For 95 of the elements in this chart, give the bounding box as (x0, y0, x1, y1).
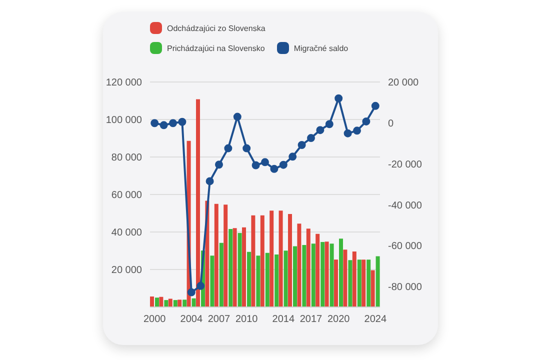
legend-label: Migračné saldo (294, 44, 348, 52)
point (307, 134, 315, 142)
bar (284, 250, 288, 307)
x-tick-label: 2024 (364, 314, 387, 326)
bar (232, 228, 237, 307)
point (252, 161, 260, 170)
bar (278, 210, 283, 307)
x-tick-label: 2014 (272, 314, 295, 326)
bar (352, 252, 356, 307)
point (316, 126, 324, 134)
bar (182, 300, 187, 307)
point (242, 144, 251, 152)
bar (320, 242, 325, 307)
bar (260, 215, 264, 307)
x-tick-label: 2017 (300, 314, 323, 326)
bar (297, 224, 302, 307)
bar (288, 214, 292, 307)
point (334, 94, 343, 102)
bar (324, 242, 329, 307)
bar (330, 244, 334, 307)
bar (270, 210, 274, 307)
bar (302, 244, 306, 307)
bar (219, 242, 224, 307)
point (160, 121, 168, 130)
bar (370, 270, 375, 307)
bar (155, 298, 159, 307)
y-tick-label: 60 000 (111, 190, 142, 202)
bar (366, 260, 371, 307)
bar (334, 260, 338, 307)
x-tick-label: 2000 (143, 314, 166, 326)
bar (362, 260, 366, 307)
point (279, 160, 288, 169)
bar (164, 300, 168, 307)
bar (196, 99, 200, 307)
y2-tick-label: 0 (388, 118, 394, 130)
point (344, 129, 352, 138)
point (288, 152, 297, 161)
y-tick-label: 80 000 (111, 152, 142, 164)
point (298, 141, 306, 149)
bar (224, 204, 228, 307)
bar (178, 300, 182, 307)
bar (311, 244, 316, 307)
point (270, 164, 278, 173)
y2-tick-label: -80 000 (388, 282, 422, 294)
bar (316, 234, 320, 307)
point (353, 126, 361, 135)
point (178, 118, 186, 126)
bar (150, 296, 154, 307)
bar (192, 298, 196, 307)
bar (238, 232, 242, 307)
bar (242, 227, 246, 307)
bar (306, 228, 310, 307)
y-tick-label: 20 000 (111, 265, 142, 276)
x-tick-label: 2010 (235, 314, 258, 326)
point (150, 119, 159, 128)
y-tick-label: 120 000 (106, 78, 142, 89)
x-tick-label: 2007 (208, 314, 231, 326)
bar (348, 260, 352, 307)
bar (293, 246, 297, 307)
bar (251, 215, 256, 307)
point (371, 102, 380, 110)
point (325, 120, 334, 128)
point (261, 158, 269, 166)
point (169, 119, 177, 128)
legend-label: Odchádzajúci zo Slovenska (167, 24, 266, 32)
point (233, 112, 242, 121)
bar (173, 300, 178, 307)
point (206, 177, 214, 186)
bar (339, 238, 343, 307)
x-tick-label: 2020 (327, 314, 350, 326)
bar (256, 256, 260, 307)
y2-tick-label: -20 000 (388, 159, 422, 170)
point (196, 282, 205, 290)
y2-tick-label: -60 000 (388, 241, 422, 252)
y2-tick-label: 20 000 (388, 78, 420, 89)
y2-tick-label: -40 000 (388, 200, 422, 212)
legend-label: Prichádzajúci na Slovensko (167, 44, 265, 52)
bar (265, 252, 270, 307)
bar (357, 260, 362, 307)
y-tick-label: 40 000 (111, 228, 142, 239)
y-tick-label: 100 000 (106, 115, 142, 126)
point (215, 160, 223, 169)
bar (214, 204, 218, 307)
point (224, 144, 232, 152)
bar (159, 296, 164, 307)
bar (343, 250, 348, 307)
bar (274, 254, 279, 307)
x-tick-label: 2004 (180, 314, 203, 326)
bar (168, 298, 172, 307)
point (187, 288, 196, 296)
point (362, 117, 370, 126)
bar (247, 252, 251, 307)
bar (210, 256, 214, 307)
bar (376, 256, 380, 307)
bar (228, 229, 233, 307)
